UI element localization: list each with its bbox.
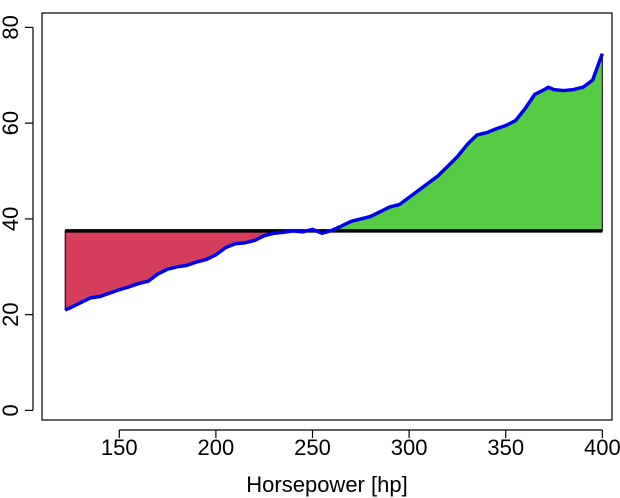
fill-layer	[64, 53, 603, 311]
x-axis: 150 200 250 300 350 400	[101, 429, 620, 460]
y-tick-label: 0	[0, 404, 23, 416]
series-line	[64, 53, 604, 312]
x-tick-label: 250	[294, 435, 331, 460]
y-tick-label: 80	[0, 15, 23, 39]
x-tick-label: 400	[584, 435, 620, 460]
x-tick-label: 350	[487, 435, 524, 460]
x-axis-title: Horsepower [hp]	[246, 472, 407, 497]
y-axis: 0 20 40 60 80	[0, 15, 34, 417]
x-tick-label: 300	[391, 435, 428, 460]
plot-frame	[41, 12, 613, 421]
y-tick-label: 40	[0, 207, 23, 231]
x-tick-label: 150	[101, 435, 138, 460]
line-layer	[64, 53, 604, 312]
area-below-baseline	[64, 230, 603, 311]
area-above-baseline	[65, 53, 603, 232]
y-tick-label: 20	[0, 302, 23, 326]
y-tick-label: 60	[0, 111, 23, 135]
x-tick-label: 200	[198, 435, 235, 460]
